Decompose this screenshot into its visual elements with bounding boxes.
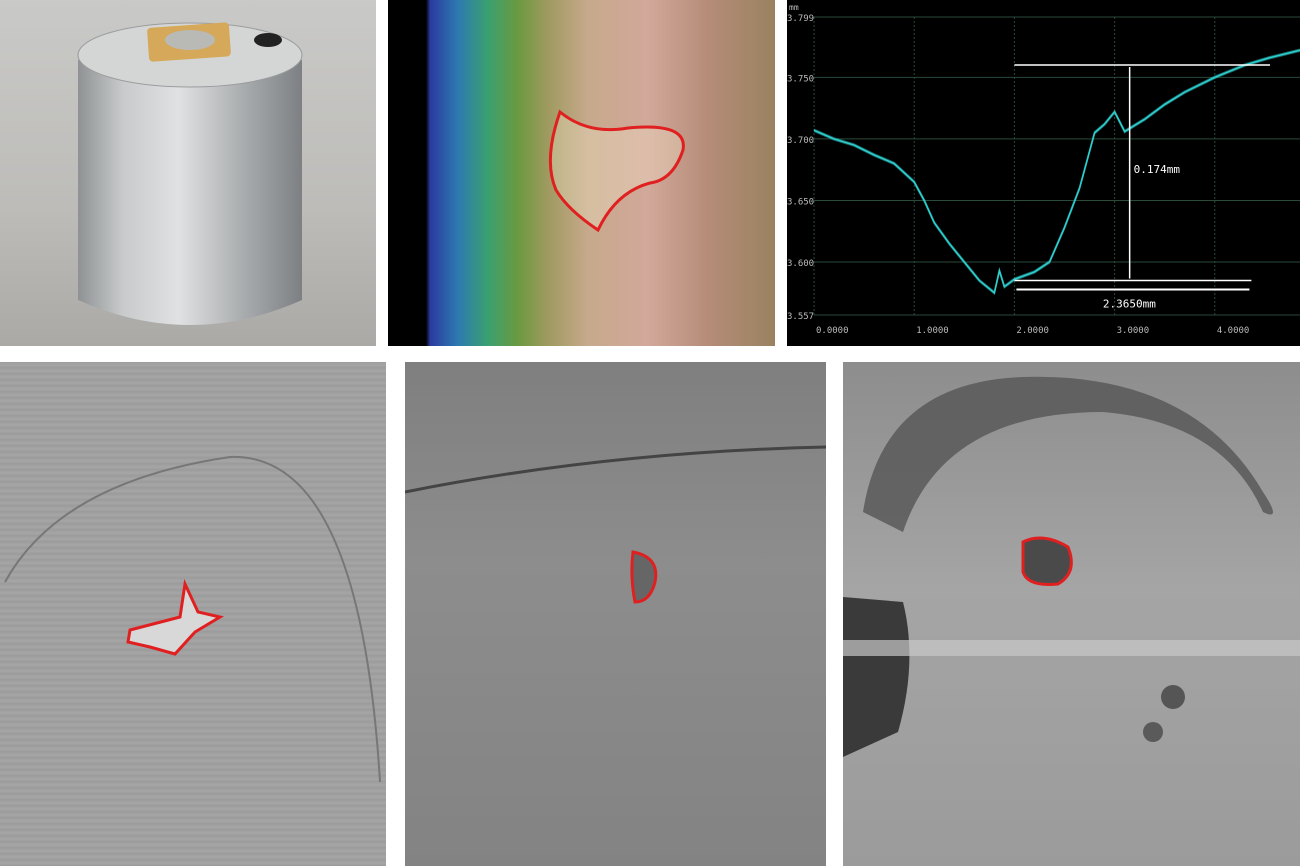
profile-line xyxy=(813,48,1300,294)
profile-chart: 3.799 3.750 3.700 3.650 3.600 3.557 0.0000 1.00… xyxy=(787,0,1300,346)
profile-line xyxy=(813,49,1300,295)
color-scan-image xyxy=(388,0,775,346)
defect-outline xyxy=(548,109,685,233)
microscope-image-2 xyxy=(405,362,826,866)
y-tick-label: 3.600 xyxy=(787,259,814,269)
y-tick-label: 3.650 xyxy=(787,197,814,207)
y-tick-label: 3.557 xyxy=(787,312,814,322)
x-tick-label: 0.0000 xyxy=(816,326,849,336)
microscope-image-3 xyxy=(843,362,1300,866)
x-tick-label: 4.0000 xyxy=(1217,326,1250,336)
profile-line xyxy=(813,50,1300,296)
battery-photo xyxy=(0,0,376,346)
width-label: 2.3650mm xyxy=(1103,298,1156,311)
microscope-image-1 xyxy=(0,362,386,866)
y-tick-label: 3.700 xyxy=(787,136,814,146)
x-tick-label: 2.0000 xyxy=(1016,326,1049,336)
y-axis-unit: mm xyxy=(789,3,799,12)
height-label: 0.174mm xyxy=(1134,163,1181,176)
x-tick-label: 1.0000 xyxy=(916,326,949,336)
y-tick-label: 3.750 xyxy=(787,74,814,84)
y-tick-label: 3.799 xyxy=(787,14,814,24)
x-tick-label: 3.0000 xyxy=(1117,326,1150,336)
